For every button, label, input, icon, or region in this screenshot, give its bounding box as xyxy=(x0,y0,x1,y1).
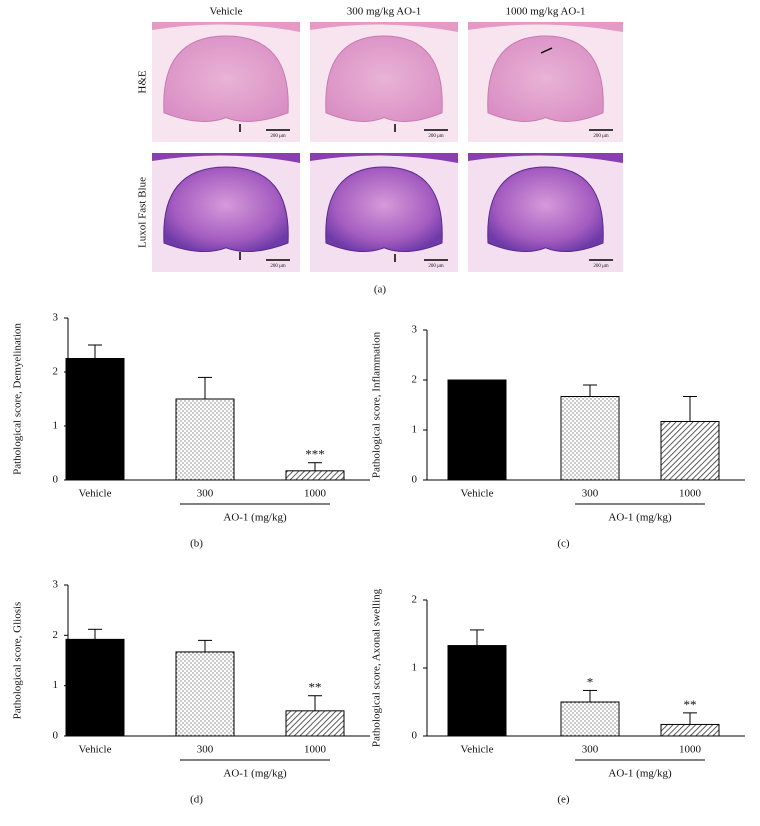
spinal-cord-section xyxy=(487,166,604,253)
y-tick-label: 2 xyxy=(53,629,59,641)
significance-label: * xyxy=(587,674,594,689)
column-label: 300 mg/kg AO-1 xyxy=(347,6,422,18)
y-tick-label: 2 xyxy=(412,594,418,606)
x-tick-label: 300 xyxy=(582,744,599,756)
panel-label: (c) xyxy=(557,538,570,550)
tissue-edge xyxy=(310,22,458,32)
scale-label: 200 μm xyxy=(270,134,285,139)
x-tick-label: 1000 xyxy=(679,744,702,756)
significance-label: ** xyxy=(684,697,697,712)
x-tick-label: 1000 xyxy=(304,744,327,756)
tissue-edge xyxy=(468,153,623,163)
y-axis-label: Pathological score, Demyelination xyxy=(12,323,24,475)
x-tick-label: 300 xyxy=(197,488,214,500)
y-tick-label: 3 xyxy=(53,579,59,591)
spinal-cord-section xyxy=(325,35,443,122)
tissue-edge xyxy=(310,153,458,163)
y-axis-label: Pathological score, Inflammation xyxy=(371,331,383,478)
y-tick-label: 1 xyxy=(53,679,59,691)
y-tick-label: 3 xyxy=(412,324,418,336)
y-axis-label: Pathological score, Axonal swelling xyxy=(371,588,383,747)
spinal-cord-section xyxy=(163,35,289,122)
x-tick-label: 300 xyxy=(582,488,599,500)
row-label: Luxol Fast Blue xyxy=(137,177,149,248)
tissue-edge xyxy=(468,22,623,32)
y-tick-label: 2 xyxy=(53,366,59,378)
panel-label: (a) xyxy=(374,284,387,296)
y-tick-label: 2 xyxy=(412,374,418,386)
group-label: AO-1 (mg/kg) xyxy=(608,512,672,524)
bar xyxy=(560,396,620,481)
panel-label: (e) xyxy=(557,794,570,806)
bar xyxy=(285,470,345,481)
y-tick-label: 3 xyxy=(53,312,59,324)
tissue-edge xyxy=(152,153,300,163)
panel-label: (b) xyxy=(190,538,203,550)
bar xyxy=(285,710,345,737)
bar xyxy=(447,379,507,481)
y-tick-label: 0 xyxy=(53,474,59,486)
x-tick-label: Vehicle xyxy=(461,488,494,500)
group-label: AO-1 (mg/kg) xyxy=(223,512,287,524)
scale-label: 200 μm xyxy=(428,264,443,269)
x-tick-label: Vehicle xyxy=(79,488,112,500)
spinal-cord-section xyxy=(163,166,289,253)
bar xyxy=(175,398,235,481)
arrow xyxy=(540,47,553,54)
scale-label: 200 μm xyxy=(593,264,608,269)
scale-label: 200 μm xyxy=(428,134,443,139)
bar xyxy=(660,723,720,737)
row-label: H&E xyxy=(137,70,149,94)
y-tick-label: 1 xyxy=(412,662,418,674)
bar xyxy=(175,651,235,737)
micrographs xyxy=(152,22,623,272)
spinal-cord-section xyxy=(325,166,443,253)
column-label: 1000 mg/kg AO-1 xyxy=(505,6,585,18)
group-label: AO-1 (mg/kg) xyxy=(223,768,287,780)
y-tick-label: 1 xyxy=(412,424,418,436)
bar xyxy=(65,358,125,481)
y-tick-label: 0 xyxy=(412,474,418,486)
bar xyxy=(660,421,720,481)
significance-label: ** xyxy=(309,680,322,695)
x-tick-label: 1000 xyxy=(304,488,327,500)
scale-label: 200 μm xyxy=(593,134,608,139)
group-label: AO-1 (mg/kg) xyxy=(608,768,672,780)
x-tick-label: 300 xyxy=(197,744,214,756)
y-tick-label: 0 xyxy=(412,730,418,742)
spinal-cord-section xyxy=(487,35,604,122)
bar xyxy=(560,701,620,737)
x-tick-label: Vehicle xyxy=(79,744,112,756)
bar xyxy=(65,638,125,737)
column-label: Vehicle xyxy=(210,6,243,18)
y-tick-label: 0 xyxy=(53,730,59,742)
significance-label: *** xyxy=(305,447,325,462)
bar xyxy=(447,645,507,737)
panel-label: (d) xyxy=(190,794,203,806)
y-axis-label: Pathological score, Gliosis xyxy=(12,602,24,720)
x-tick-label: 1000 xyxy=(679,488,702,500)
x-tick-label: Vehicle xyxy=(461,744,494,756)
tissue-edge xyxy=(152,22,300,32)
y-tick-label: 1 xyxy=(53,420,59,432)
scale-label: 200 μm xyxy=(270,264,285,269)
